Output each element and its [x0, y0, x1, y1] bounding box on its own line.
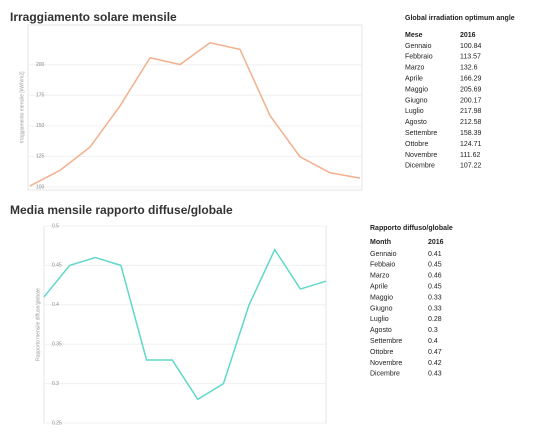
table-cell: 124.71: [460, 141, 482, 148]
table-cell: 100.84: [460, 43, 482, 50]
table-cell: Agosto: [370, 327, 392, 334]
table-header: 2016: [428, 239, 444, 246]
table-cell: Gennaio: [370, 251, 397, 258]
table-cell: Maggio: [405, 86, 428, 93]
table-cell: Dicembre: [370, 371, 400, 378]
y-tick-label: 0.45: [52, 263, 62, 269]
table-title: Global irradiation optimum angle: [405, 15, 515, 22]
table-header: Month: [370, 239, 391, 246]
y-tick-label: 0.35: [52, 342, 62, 348]
y-tick-label: 0.3: [52, 381, 59, 387]
y-axis-label: Irraggiamento mensile [kWh/m2]: [19, 71, 25, 144]
plot-area: [43, 225, 327, 424]
line-series: [29, 41, 361, 187]
table-cell: 0.41: [428, 251, 442, 258]
table-cell: Luglio: [405, 108, 424, 115]
table-cell: Luglio: [370, 316, 389, 323]
line-series: [43, 248, 327, 401]
table-cell: 0.3: [428, 327, 438, 334]
table-cell: 217.98: [460, 108, 482, 115]
table-cell: Giugno: [370, 305, 393, 312]
table-cell: Agosto: [405, 119, 427, 126]
table-cell: Febbraio: [405, 54, 433, 61]
plot-area: [27, 24, 363, 191]
table-cell: Novembre: [370, 360, 402, 367]
y-tick-label: 125: [36, 154, 45, 160]
table-cell: Dicembre: [405, 163, 435, 170]
chart-title: Media mensile rapporto diffuse/globale: [10, 203, 233, 217]
table-cell: 132.6: [460, 65, 478, 72]
table-cell: 0.42: [428, 360, 442, 367]
table-cell: 111.62: [460, 152, 480, 159]
table-cell: 0.45: [428, 262, 442, 269]
y-tick-label: 175: [36, 93, 45, 99]
table-cell: 0.45: [428, 284, 442, 291]
table-title: Rapporto diffuso/globale: [370, 225, 453, 232]
table-cell: 0.33: [428, 305, 442, 312]
table-cell: 0.43: [428, 371, 442, 378]
table-cell: 113.57: [460, 54, 481, 61]
table-cell: 0.33: [428, 294, 442, 301]
table-cell: Ottobre: [405, 141, 428, 148]
table-header: 2016: [460, 32, 476, 39]
y-tick-label: 100: [36, 184, 45, 190]
table-cell: 0.47: [428, 349, 442, 356]
table-cell: 158.39: [460, 130, 482, 137]
table-cell: 205.69: [460, 86, 482, 93]
table-cell: 200.17: [460, 97, 482, 104]
y-tick-label: 0.4: [52, 302, 59, 308]
table-cell: Settembre: [405, 130, 437, 137]
y-tick-label: 0.5: [52, 223, 59, 229]
table-cell: 0.46: [428, 273, 442, 280]
table-cell: 212.58: [460, 119, 482, 126]
table-cell: Ottobre: [370, 349, 393, 356]
table-cell: 107.22: [460, 163, 482, 170]
table-cell: Novembre: [405, 152, 437, 159]
table-cell: Aprile: [370, 284, 388, 291]
table-cell: Aprile: [405, 76, 423, 83]
table-cell: 0.4: [428, 338, 438, 345]
table-cell: Giugno: [405, 97, 428, 104]
table-cell: Marzo: [370, 273, 390, 280]
table-cell: Febbaio: [370, 262, 395, 269]
table-cell: Marzo: [405, 65, 425, 72]
table-cell: Maggio: [370, 294, 393, 301]
y-tick-label: 200: [36, 62, 45, 68]
table-cell: Settembre: [370, 338, 402, 345]
y-tick-label: 150: [36, 123, 45, 129]
table-cell: 0.28: [428, 316, 442, 323]
y-tick-label: 0.25: [52, 420, 62, 426]
y-axis-label: Rapporto mensile diffuse/globale: [35, 288, 41, 361]
table-cell: 166.29: [460, 76, 482, 83]
chart-title: Irraggiamento solare mensile: [10, 10, 177, 24]
table-header: Mese: [405, 32, 423, 39]
table-cell: Gennaio: [405, 43, 432, 50]
